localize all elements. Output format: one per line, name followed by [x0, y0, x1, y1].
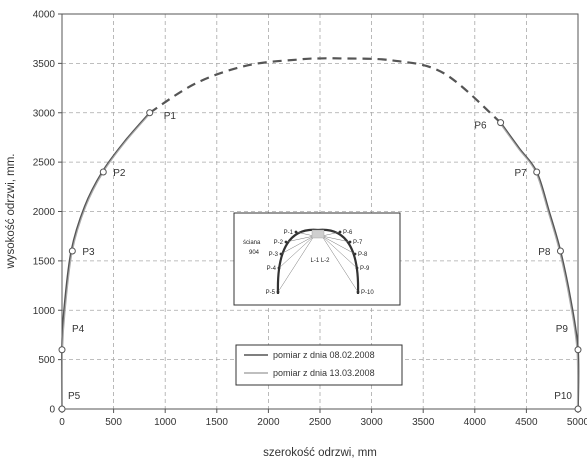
point-label-p10: P10 — [554, 391, 572, 402]
inset-center-marker — [311, 229, 325, 239]
inset-point — [353, 252, 357, 256]
legend: pomiar z dnia 08.02.2008 pomiar z dnia 1… — [235, 344, 403, 386]
y-tick-label: 0 — [49, 405, 55, 416]
point-marker-p3 — [68, 247, 76, 255]
axes: 0 500 1000 1500 2000 2500 3000 3500 4000 4500 5000… — [33, 10, 587, 429]
point-marker-p6 — [497, 119, 505, 127]
inset-ray — [321, 231, 341, 237]
inset-point — [279, 252, 283, 256]
y-tick-label: 2500 — [33, 158, 56, 169]
inset-ray — [278, 235, 315, 269]
point-marker-p5 — [58, 405, 66, 413]
data-points: P1 P2 P3 P4 P5 P6 P7 P8 P9 P10 — [58, 109, 582, 413]
inset-point — [356, 290, 360, 294]
y-tick-label: 2000 — [33, 207, 56, 218]
inset-point-label: P-4 — [267, 266, 277, 272]
y-tick-label: 1500 — [33, 256, 56, 267]
point-marker-p1 — [146, 109, 154, 117]
inset-point — [284, 240, 288, 244]
inset-point-label: P-3 — [269, 252, 279, 258]
inset-point — [355, 266, 359, 270]
point-marker-p4 — [58, 346, 66, 354]
inset-ray — [277, 235, 315, 293]
inset-ray — [321, 235, 356, 255]
point-marker-p7 — [533, 168, 541, 176]
inset-wall-label: ściana — [243, 240, 261, 246]
inset-ray — [280, 235, 315, 255]
x-axis-title: szerokość odrzwi, mm — [263, 447, 377, 459]
series-lines — [60, 57, 580, 410]
y-tick-label: 4000 — [33, 10, 56, 21]
inset-point-label: P-1 — [284, 230, 294, 236]
x-tick-label: 3000 — [360, 417, 383, 428]
x-tick-label: 1500 — [206, 417, 229, 428]
x-tick-label: 2500 — [309, 417, 332, 428]
inset-center-label: L-1 L-2 — [310, 258, 330, 264]
inset-ray — [295, 231, 315, 237]
legend-label-series-1: pomiar z dnia 08.02.2008 — [273, 350, 375, 360]
inset-ray — [285, 235, 315, 243]
x-tick-label: 1000 — [154, 417, 177, 428]
inset-point-label: P-2 — [274, 240, 284, 246]
inset-frame — [233, 212, 401, 306]
inset-point — [277, 266, 281, 270]
point-marker-p9 — [574, 346, 582, 354]
inset-wall-number: 904 — [249, 250, 260, 256]
point-label-p1: P1 — [164, 111, 177, 122]
y-tick-label: 3000 — [33, 108, 56, 119]
series-2-left-line — [61, 112, 152, 410]
legend-frame — [235, 344, 403, 386]
y-tick-label: 1000 — [33, 306, 56, 317]
inset-point-label: P-8 — [358, 252, 368, 258]
inset-point-label: P-5 — [266, 290, 276, 296]
inset-point-label: P-6 — [343, 230, 353, 236]
legend-label-series-2: pomiar z dnia 13.03.2008 — [273, 368, 375, 378]
x-tick-label: 4000 — [464, 417, 487, 428]
point-label-p9: P9 — [556, 324, 569, 335]
inset-diagram: P-1P-2 P-3 P-4 P-5 P-6P-7 P-8 P-9 P-10 ściana 9… — [233, 212, 401, 306]
point-marker-p10 — [574, 405, 582, 413]
inset-ray — [321, 235, 358, 269]
series-2-right-line — [499, 122, 579, 410]
inset-point-label: P-7 — [353, 240, 363, 246]
x-tick-label: 0 — [59, 417, 65, 428]
x-tick-label: 5000 — [567, 417, 587, 428]
inset-point — [276, 290, 280, 294]
crown-dashed-line — [149, 57, 502, 124]
x-tick-label: 3500 — [412, 417, 435, 428]
x-tick-label: 500 — [105, 417, 122, 428]
inset-point-label: P-10 — [361, 290, 374, 296]
inset-ray — [321, 235, 359, 293]
point-label-p8: P8 — [538, 247, 551, 258]
point-label-p5: P5 — [68, 391, 81, 402]
point-label-p6: P6 — [474, 121, 487, 132]
inset-point — [294, 230, 298, 234]
point-label-p4: P4 — [72, 324, 85, 335]
inset-ray — [321, 235, 351, 243]
point-label-p7: P7 — [514, 168, 527, 179]
point-label-p3: P3 — [82, 247, 95, 258]
point-label-p2: P2 — [113, 168, 126, 179]
inset-arch: P-1P-2 P-3 P-4 P-5 P-6P-7 P-8 P-9 P-10 — [266, 228, 374, 296]
inset-point — [348, 240, 352, 244]
x-tick-label: 2000 — [257, 417, 280, 428]
y-tick-label: 500 — [38, 355, 55, 366]
inset-point-label: P-9 — [360, 266, 370, 272]
inset-point — [338, 230, 342, 234]
y-axis-title: wysokość odrzwi, mm. — [5, 153, 17, 269]
series-1-right-line — [499, 122, 580, 410]
y-tick-label: 3500 — [33, 59, 56, 70]
point-marker-p2 — [99, 168, 107, 176]
x-tick-label: 4500 — [515, 417, 538, 428]
point-marker-p8 — [556, 247, 564, 255]
